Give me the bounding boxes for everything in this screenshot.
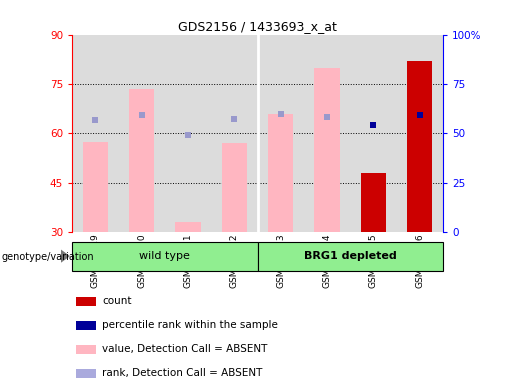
- Bar: [268, 114, 294, 232]
- Bar: [221, 143, 247, 232]
- Bar: [258, 242, 443, 271]
- Bar: [407, 61, 433, 232]
- Bar: [407, 61, 433, 232]
- Text: wild type: wild type: [140, 251, 190, 262]
- Text: genotype/variation: genotype/variation: [1, 252, 94, 262]
- Bar: [129, 89, 154, 232]
- Bar: [360, 173, 386, 232]
- Bar: [76, 296, 96, 306]
- Text: percentile rank within the sample: percentile rank within the sample: [102, 320, 278, 331]
- Title: GDS2156 / 1433693_x_at: GDS2156 / 1433693_x_at: [178, 20, 337, 33]
- Text: BRG1 depleted: BRG1 depleted: [304, 251, 397, 262]
- Bar: [72, 242, 258, 271]
- Polygon shape: [61, 250, 70, 263]
- Text: rank, Detection Call = ABSENT: rank, Detection Call = ABSENT: [102, 368, 263, 379]
- Bar: [360, 173, 386, 232]
- Bar: [314, 68, 340, 232]
- Bar: [82, 142, 108, 232]
- Bar: [76, 321, 96, 330]
- Bar: [175, 222, 201, 232]
- Bar: [76, 369, 96, 378]
- Bar: [76, 345, 96, 354]
- Text: value, Detection Call = ABSENT: value, Detection Call = ABSENT: [102, 344, 268, 354]
- Text: count: count: [102, 296, 132, 306]
